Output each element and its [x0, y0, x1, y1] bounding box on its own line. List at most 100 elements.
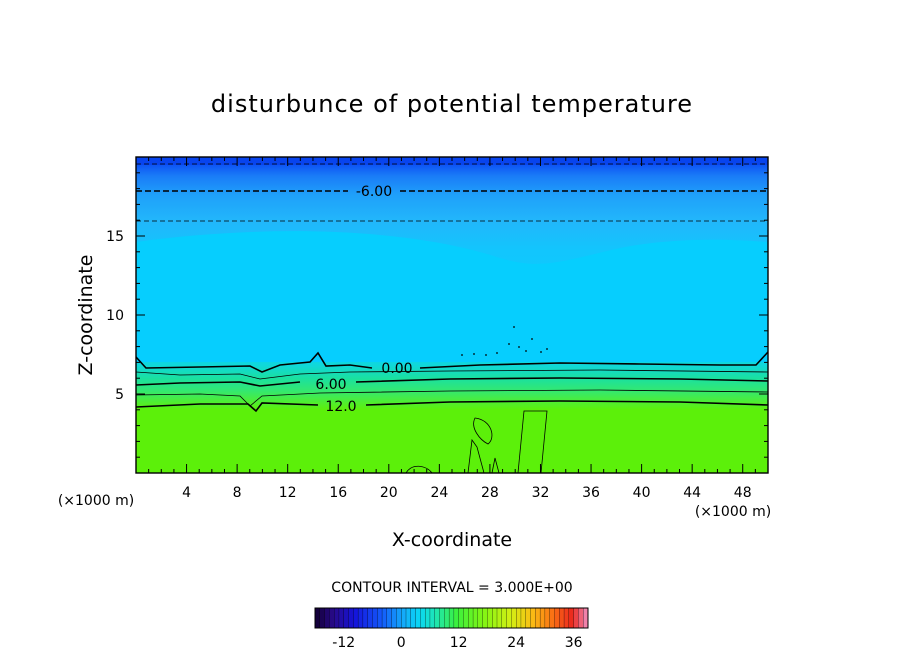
- contour-label-twelve: 12.0: [325, 399, 356, 415]
- colorbar-cell: [578, 607, 584, 629]
- colorbar-cell: [492, 607, 498, 629]
- colorbar-cell: [472, 607, 479, 629]
- contour-labels: -6.00 0.00 6.00 12.0: [315, 184, 412, 415]
- colorbar-cell: [343, 607, 349, 629]
- colorbar-cell: [415, 607, 421, 629]
- colorbar-cell: [487, 607, 493, 629]
- noise-dot: [496, 352, 498, 354]
- noise-dot: [525, 350, 527, 352]
- colorbar-cell: [338, 607, 345, 629]
- x-tick-label: 32: [532, 485, 550, 501]
- x-tick-label: 44: [683, 485, 701, 501]
- colorbar-cell: [401, 607, 407, 629]
- colorbar-tick-label: -12: [332, 635, 355, 651]
- colorbar-cell: [425, 607, 431, 629]
- contour-blob-left: [473, 417, 493, 445]
- colorbar-cell: [506, 607, 512, 629]
- noise-dot: [540, 351, 542, 353]
- contour-3: [135, 369, 769, 380]
- colorbar-tick-label: 12: [450, 635, 468, 651]
- colorbar-cell: [444, 607, 450, 629]
- contour-six: [135, 377, 769, 387]
- frame-ticks: [136, 157, 768, 473]
- contour-label-six: 6.00: [315, 377, 346, 393]
- colorbar-cell: [434, 607, 440, 629]
- noise-dot: [508, 343, 510, 345]
- y-tick-label: 5: [115, 387, 124, 403]
- colorbar-cell: [520, 607, 527, 629]
- noise-dot: [485, 354, 487, 356]
- colorbar-cell: [453, 607, 460, 629]
- x-tick-label: 16: [329, 485, 347, 501]
- noise-dots: [461, 326, 548, 356]
- noise-dot: [473, 353, 475, 355]
- colorbar-cell: [559, 607, 565, 629]
- z-unit-label: (×1000 m): [58, 493, 134, 509]
- colorbar-cell: [377, 607, 383, 629]
- colorbar-cell: [314, 607, 321, 629]
- y-tick-label: 10: [106, 308, 124, 324]
- x-tick-label: 28: [481, 485, 499, 501]
- colorbar-cell: [357, 607, 364, 629]
- colorbar-cell: [381, 607, 388, 629]
- colorbar-cell: [348, 607, 354, 629]
- y-axis-label: Z-coordinate: [75, 255, 97, 376]
- contour-column-right: [517, 410, 548, 474]
- colorbar-cell: [410, 607, 417, 629]
- colorbar-cell: [405, 607, 412, 629]
- colorbar-cell: [448, 607, 455, 629]
- contour-lines: [135, 163, 769, 474]
- contour-zero: [135, 351, 769, 373]
- contour-base-mid: [491, 457, 500, 474]
- noise-dot: [546, 348, 548, 350]
- x-tick-labels: 4 8 12 16 20 24 28 32 36 40 44 48: [182, 485, 752, 501]
- plot-area: -6.00 0.00 6.00 12.0: [135, 156, 769, 474]
- colorbar-cell: [367, 607, 373, 629]
- noise-dot: [531, 338, 533, 340]
- colorbar-tick-label: 24: [507, 635, 525, 651]
- colorbar-cell: [324, 607, 330, 629]
- noise-dot: [513, 326, 515, 328]
- colorbar-cell: [549, 607, 555, 629]
- colorbar-cell: [329, 607, 335, 629]
- colorbar-cell: [386, 607, 393, 629]
- colorbar-cell: [362, 607, 369, 629]
- colorbar-cell: [535, 607, 541, 629]
- x-tick-label: 24: [430, 485, 448, 501]
- colorbar-cell: [563, 607, 570, 629]
- colorbar-cell: [525, 607, 531, 629]
- noise-dot: [518, 346, 520, 348]
- colorbar-cell: [429, 607, 436, 629]
- colorbar-cell: [391, 607, 397, 629]
- colorbar-cell: [468, 607, 474, 629]
- x-tick-label: 20: [380, 485, 398, 501]
- colorbar-cell: [420, 607, 426, 629]
- x-tick-label: 4: [182, 485, 191, 501]
- contour-interval-text: CONTOUR INTERVAL = 3.000E+00: [331, 580, 572, 596]
- colorbar-cell: [353, 607, 359, 629]
- x-axis-label: X-coordinate: [392, 529, 512, 551]
- colorbar-cell: [539, 607, 546, 629]
- contour-label-zero: 0.00: [381, 361, 412, 377]
- colorbar: [314, 607, 589, 629]
- colorbar-cell: [530, 607, 536, 629]
- x-unit-label: (×1000 m): [695, 504, 771, 520]
- colorbar-tick-label: 36: [565, 635, 583, 651]
- band-minus-3: [136, 231, 768, 362]
- colorbar-cell: [573, 607, 579, 629]
- colorbar-cell: [334, 607, 340, 629]
- contour-label-minus-6: -6.00: [356, 184, 392, 200]
- colorbar-cell: [501, 607, 508, 629]
- colorbar-cell: [458, 607, 464, 629]
- colorbar-cell: [568, 607, 575, 629]
- colorbar-cell: [516, 607, 522, 629]
- colorbar-cell: [439, 607, 445, 629]
- noise-dot: [461, 354, 463, 356]
- contour-column-left: [467, 438, 485, 474]
- colorbar-cell: [482, 607, 488, 629]
- colorbar-cell: [496, 607, 503, 629]
- colorbar-cell: [554, 607, 560, 629]
- x-tick-label: 40: [633, 485, 651, 501]
- colorbar-cell: [396, 607, 402, 629]
